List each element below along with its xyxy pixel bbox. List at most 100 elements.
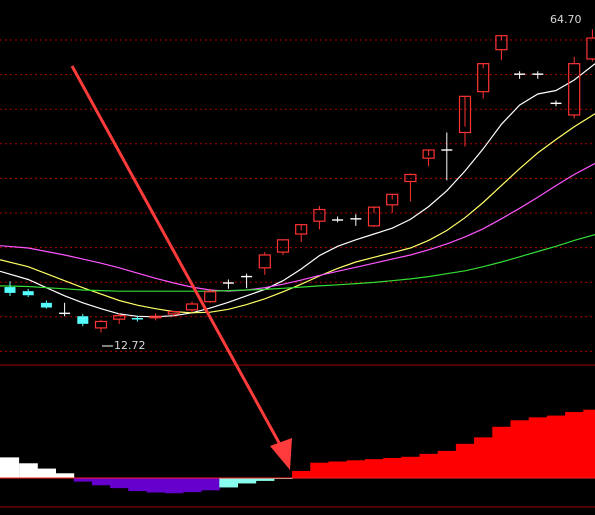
candle-body-down xyxy=(131,318,143,320)
candle xyxy=(241,273,253,289)
candle xyxy=(258,252,271,275)
candle-body-down xyxy=(22,291,34,296)
indicator-bar xyxy=(383,457,402,478)
candle-body-up xyxy=(404,173,417,183)
indicator-bar xyxy=(437,450,457,478)
candle xyxy=(550,100,562,107)
indicator-bar xyxy=(364,459,384,478)
candle-body-up xyxy=(477,63,490,93)
candle xyxy=(276,239,290,255)
candle-body-up xyxy=(422,149,435,159)
ma-long-line xyxy=(0,162,595,292)
candle-body-up xyxy=(495,35,508,51)
ma-short-line xyxy=(0,63,595,318)
candle-body-down xyxy=(4,287,16,293)
indicator-bar xyxy=(219,478,238,488)
candle xyxy=(386,193,399,213)
candle-body-up xyxy=(367,206,381,227)
candle-body-up xyxy=(458,95,472,134)
candle xyxy=(222,279,234,289)
candle xyxy=(204,288,217,303)
candlesticks xyxy=(4,29,595,333)
candle xyxy=(149,313,162,321)
candle xyxy=(4,281,16,296)
indicator-bar xyxy=(292,470,311,478)
candle xyxy=(40,300,52,309)
arrow-head xyxy=(270,438,292,470)
indicator-bar xyxy=(528,417,548,478)
candle xyxy=(586,29,595,62)
candle xyxy=(59,302,71,317)
indicator-bar xyxy=(73,478,93,482)
indicator-bar xyxy=(182,478,202,493)
indicator-bar xyxy=(546,415,566,478)
candle-body-up xyxy=(586,37,595,60)
candle xyxy=(22,288,34,297)
candle xyxy=(185,301,199,313)
low-price-label: 12.72 xyxy=(114,339,146,352)
candle xyxy=(568,56,581,119)
indicator-bar xyxy=(19,463,38,478)
indicator-bar xyxy=(128,478,147,492)
indicator-bar xyxy=(91,478,111,486)
candle-body-up xyxy=(568,63,581,116)
indicator-bar xyxy=(583,409,595,478)
indicator-bar xyxy=(0,457,20,478)
indicator-bar xyxy=(237,478,257,484)
candle xyxy=(113,313,126,324)
candle-body-up xyxy=(185,303,199,311)
candle xyxy=(313,206,326,230)
red-arrow-annotation xyxy=(70,65,292,470)
indicator-bar xyxy=(201,478,220,491)
candle xyxy=(367,206,381,227)
candle xyxy=(458,95,472,147)
indicator-bar xyxy=(310,462,329,478)
candle xyxy=(404,173,417,202)
candle-body-down xyxy=(40,302,52,308)
indicator-bar xyxy=(565,412,584,478)
indicator-bar xyxy=(455,443,475,478)
indicator-bar xyxy=(492,426,511,478)
candle-body-up xyxy=(276,239,290,253)
candle-body-up xyxy=(204,291,217,303)
ma-longer-line xyxy=(0,234,595,292)
high-price-label: 64.70 xyxy=(550,13,582,26)
indicator-bar xyxy=(328,461,348,478)
candle xyxy=(332,216,344,223)
indicator-bar xyxy=(164,478,184,494)
indicator-bar xyxy=(401,456,420,478)
candle-body-up xyxy=(149,315,162,319)
candle-body-up xyxy=(386,193,399,206)
indicator-bar xyxy=(146,478,166,493)
candle xyxy=(295,224,308,243)
candle xyxy=(167,310,180,317)
indicator-bars xyxy=(0,409,595,494)
candle-body-up xyxy=(94,320,108,329)
indicator-bar xyxy=(419,453,439,478)
candle xyxy=(131,315,143,322)
candle xyxy=(477,63,490,99)
candle xyxy=(441,132,453,181)
candle-body-up xyxy=(295,224,308,235)
candle-body-up xyxy=(167,310,180,315)
indicator-bar xyxy=(474,437,493,478)
candle-body-up xyxy=(258,254,271,269)
candle-body-up xyxy=(313,208,326,222)
indicator-bar xyxy=(346,460,366,478)
candle xyxy=(422,149,435,167)
indicator-bar xyxy=(110,478,129,489)
ma-mid-line xyxy=(0,113,595,314)
candle-body-up xyxy=(113,315,126,320)
indicator-bar xyxy=(37,468,56,478)
indicator-bar xyxy=(55,473,75,478)
indicator-bar xyxy=(255,478,275,481)
candle xyxy=(532,71,544,79)
candle xyxy=(77,313,89,327)
candle xyxy=(94,319,108,333)
candle xyxy=(495,35,508,61)
moving-average-lines xyxy=(0,63,595,318)
candle xyxy=(350,214,362,226)
candle xyxy=(514,71,526,79)
indicator-bar xyxy=(510,420,530,478)
